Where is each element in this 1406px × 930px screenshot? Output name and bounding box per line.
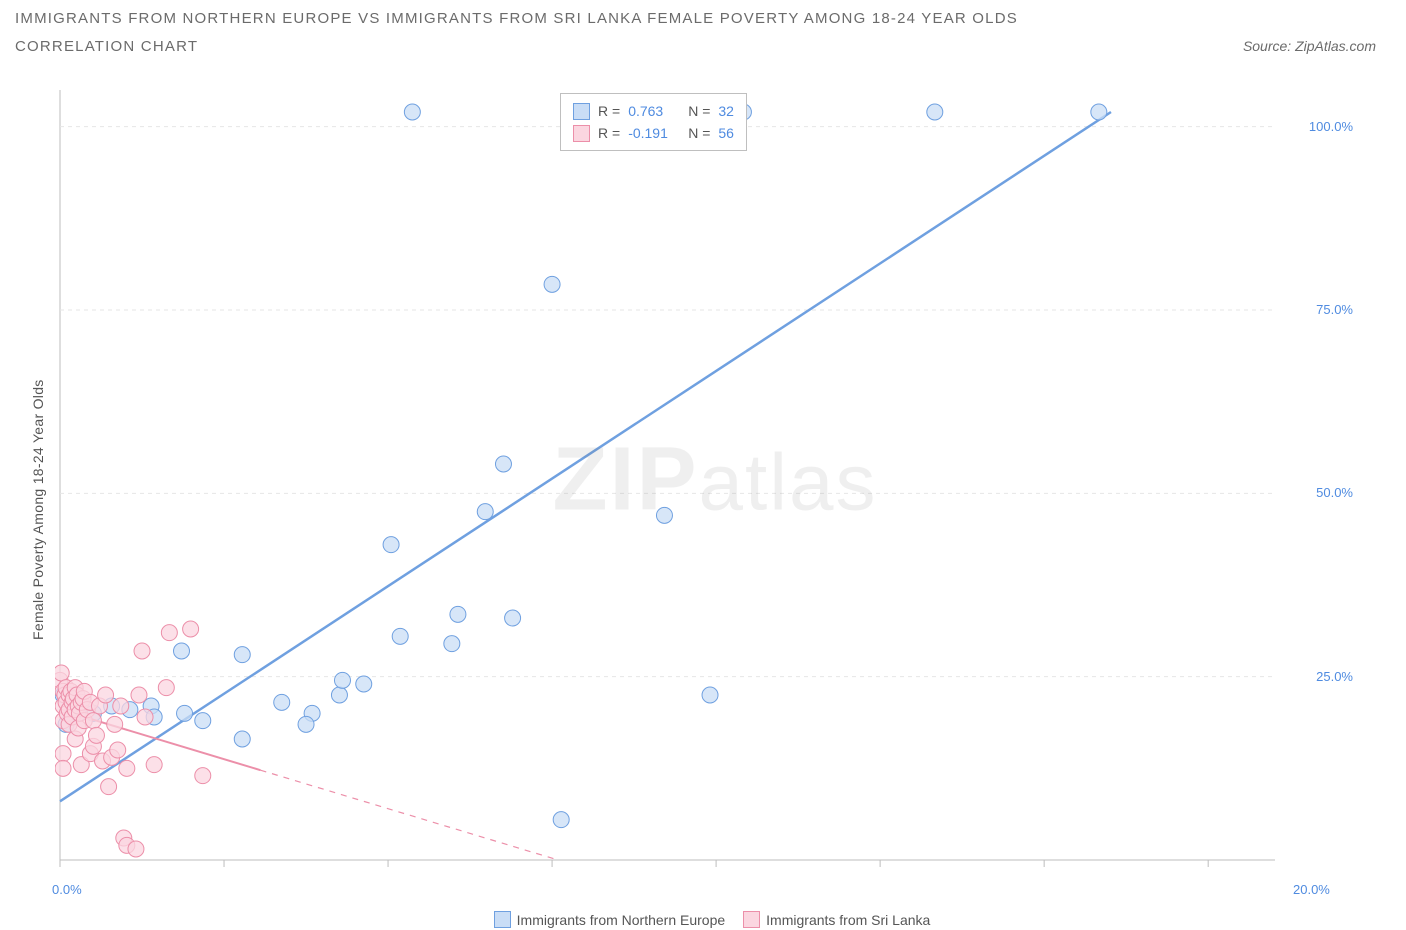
stats-row: R = 0.763 N = 32 xyxy=(573,100,734,122)
source-name: ZipAtlas.com xyxy=(1295,38,1376,54)
source-attribution: Source: ZipAtlas.com xyxy=(1243,38,1376,54)
legend-label: Immigrants from Sri Lanka xyxy=(766,912,930,928)
y-axis-tick-label: 100.0% xyxy=(1293,119,1353,134)
stats-r-label: R = xyxy=(598,122,620,144)
stats-n-label: N = xyxy=(688,122,710,144)
stats-n-value: 32 xyxy=(718,100,734,122)
stats-r-value: 0.763 xyxy=(628,100,680,122)
y-axis-tick-label: 25.0% xyxy=(1293,669,1353,684)
legend-swatch xyxy=(494,911,511,928)
stats-swatch xyxy=(573,103,590,120)
y-axis-tick-label: 50.0% xyxy=(1293,485,1353,500)
legend-swatch xyxy=(743,911,760,928)
chart-svg xyxy=(55,80,1375,880)
stats-n-value: 56 xyxy=(718,122,734,144)
source-prefix: Source: xyxy=(1243,38,1295,54)
chart-title-line2: CORRELATION CHART xyxy=(15,38,198,55)
stats-n-label: N = xyxy=(688,100,710,122)
stats-swatch xyxy=(573,125,590,142)
stats-r-label: R = xyxy=(598,100,620,122)
correlation-chart: ZIPatlas R =0.763N =32R =-0.191N =56 0.0… xyxy=(55,80,1375,880)
bottom-legend: Immigrants from Northern Europe Immigrant… xyxy=(0,911,1406,928)
stats-box: R = 0.763 N = 32 R = -0.191 N = 56 xyxy=(560,93,747,151)
x-axis-max-label: 20.0% xyxy=(1293,882,1330,897)
legend-label: Immigrants from Northern Europe xyxy=(517,912,726,928)
y-axis-tick-label: 75.0% xyxy=(1293,302,1353,317)
x-axis-origin-label: 0.0% xyxy=(52,882,82,897)
stats-row: R = -0.191 N = 56 xyxy=(573,122,734,144)
y-axis-label: Female Poverty Among 18-24 Year Olds xyxy=(30,379,46,640)
chart-title-line1: IMMIGRANTS FROM NORTHERN EUROPE VS IMMIG… xyxy=(15,10,1018,27)
stats-r-value: -0.191 xyxy=(628,122,680,144)
